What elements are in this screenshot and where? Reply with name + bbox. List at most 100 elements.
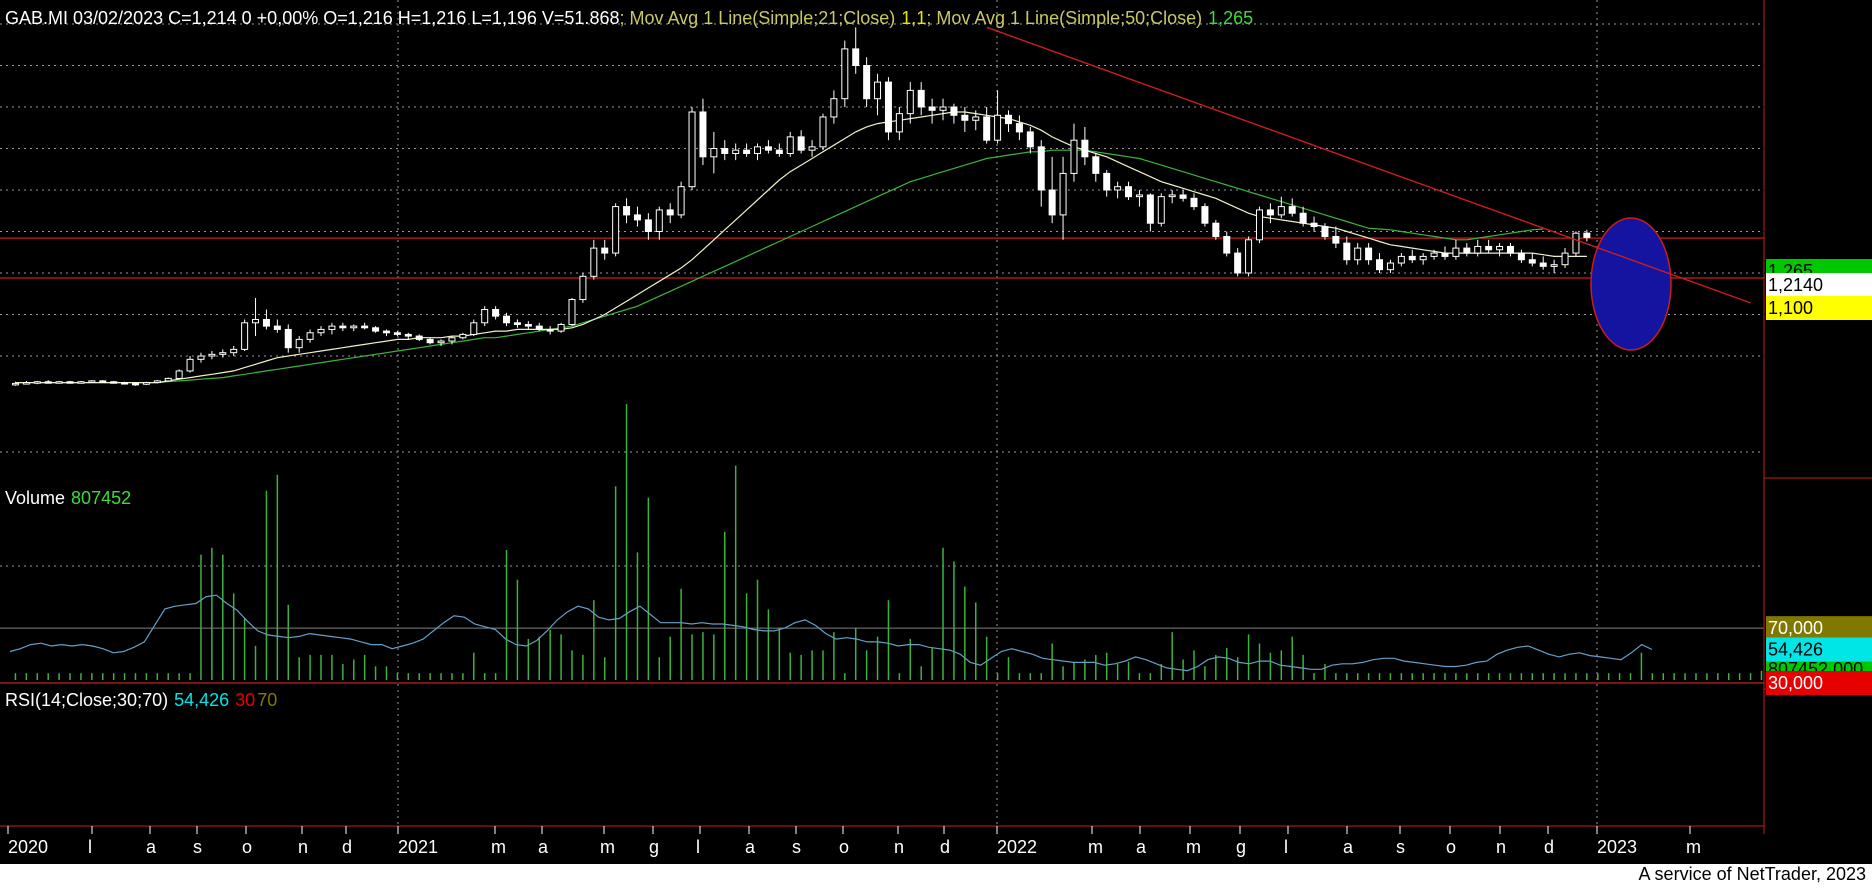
candle-body [1332,235,1340,244]
time-axis-label: g [1236,837,1246,857]
time-axis-label: m [1088,837,1103,857]
candle-body [492,309,500,317]
price-tag [1766,273,1872,297]
time-axis-label: 2022 [997,837,1037,857]
time-axis-label: 2023 [1597,837,1637,857]
candle-body [874,81,882,100]
candle-body [273,325,281,330]
candle-body [1157,196,1165,224]
candle-body [601,247,609,254]
rsi-upper: 70 [257,690,277,710]
candle-body [1190,197,1198,208]
volume-header: Volume 807452 [5,488,131,508]
candle-body [262,318,270,327]
price-tick-label: 2,5000 [1772,14,1827,34]
candle-body [557,323,565,332]
candle-body [404,333,412,337]
candle-body [1048,189,1056,216]
candle-body [1146,194,1154,224]
candle-body [764,146,772,151]
candle-body [197,355,205,360]
time-axis-label: d [1544,837,1554,857]
chart-background [0,0,1872,864]
candle-body [503,315,511,324]
ma50-value: 1,265 [1208,8,1253,28]
candle-body [1386,262,1394,271]
candle-body [775,149,783,154]
time-axis-label: l [88,837,92,857]
rsi-panel [0,594,1764,684]
candle-body [568,299,576,325]
candle-body [1354,247,1362,261]
candle-body [1528,259,1536,264]
candle-body [1365,247,1373,261]
candle-body [983,116,991,141]
candle-body [459,333,467,339]
time-axis-label: n [298,837,308,857]
time-axis-label: l [1284,837,1288,857]
candle-body [77,381,85,384]
candle-body [972,116,980,121]
candle-body [393,332,401,335]
candle-body [382,330,390,334]
rsi-level-tag [1766,637,1872,662]
candle-body [1376,259,1384,271]
trendline [986,26,1751,304]
trendline-layer [986,26,1751,304]
candle-body [1277,206,1285,216]
candle-body [66,381,74,384]
highlight-ellipse-layer [1590,217,1672,351]
ma50-label: ; Mov Avg 1 Line(Simple;50;Close) [926,8,1202,28]
rsi-value: 54,426 [174,690,229,710]
candle-body [372,327,380,332]
candle-body [470,322,478,335]
candle-body [1474,245,1482,254]
candle-body [1168,194,1176,198]
candle-body [131,382,139,386]
candle-body [1419,255,1427,261]
candle-body [350,325,358,329]
candle-body [1430,252,1438,257]
candle-body [306,332,314,340]
candle-body [1015,123,1023,133]
candle-body [830,98,838,118]
candle-body [1201,206,1209,224]
candle-body [1343,242,1351,261]
rsi-level-tag-label: 70,000 [1768,618,1823,638]
candle-body [1037,146,1045,191]
rsi-level-tag-label: 30,000 [1768,673,1823,693]
candle-body [1114,186,1122,191]
rsi-header: RSI(14;Close;30;70) 54,426 30 70 [5,690,277,710]
candle-body [906,89,914,115]
candle-body [164,377,172,382]
time-axis-label: a [745,837,756,857]
ma21-label: ; Mov Avg 1 Line(Simple;21;Close) [619,8,895,28]
price-tick-label: 1,7500 [1772,139,1827,159]
candle-body [1245,239,1253,274]
candle-body [895,113,903,133]
candle-body [175,370,183,379]
rsi-label: RSI(14;Close;30;70) [5,690,168,710]
grid-layer [0,0,1764,826]
candle-body [317,328,325,334]
candle-body [1223,235,1231,254]
candle-body [786,136,794,154]
volume-tick-label: 1000000 [1774,442,1844,462]
time-axis-label: 2021 [398,837,438,857]
candle-body [1539,262,1547,267]
candle-body [721,148,729,154]
time-axis-label: o [242,837,252,857]
candle-body [1321,226,1329,237]
time-axis-label: 2020 [8,837,48,857]
time-axis-label: n [1496,837,1506,857]
symbol-info: GAB.MI 03/02/2023 C=1,214 0 +0,00% O=1,2… [5,8,619,28]
candle-body [1452,247,1460,257]
rsi-level-tag [1766,671,1872,695]
candle-body [339,325,347,329]
candle-body [677,186,685,216]
candle-body [1026,131,1034,148]
candle-body [1255,209,1263,241]
